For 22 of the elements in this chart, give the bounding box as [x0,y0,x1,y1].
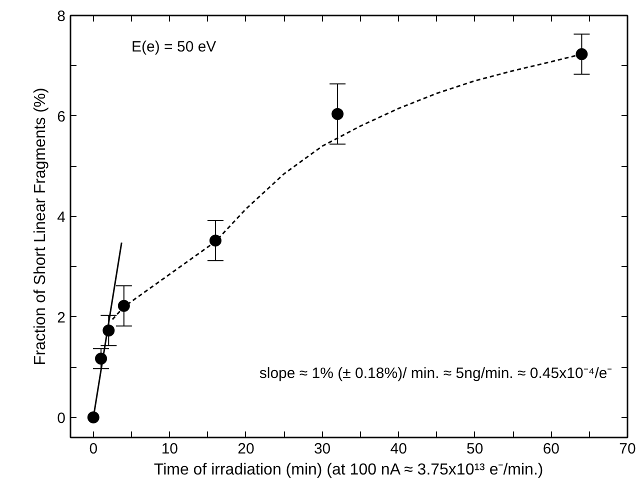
y-tick-label: 8 [57,8,66,25]
x-tick-label: 50 [466,440,484,458]
point [332,108,344,120]
x-tick-label: 30 [314,440,331,458]
x-tick-label: 40 [390,440,407,458]
point [209,234,222,247]
x-tick-label: 10 [161,440,178,458]
x-tick-label: 70 [619,440,636,458]
x-tick-label: 20 [238,440,254,458]
x-tick-label: 60 [542,440,560,458]
y-tick-label: 0 [57,410,66,427]
point [576,48,588,60]
y-axis-title: Fraction of Short Linear Fragments (%) [32,88,50,366]
y-tick-label: 2 [57,309,66,326]
point [118,300,130,312]
annotation: E(e) = 50 eV [132,38,216,56]
point [87,411,100,424]
x-axis-title: Time of irradiation (min) (at 100 nA ≈ 3.75x10¹³ e⁻/min.) [154,462,544,478]
y-tick-label: 6 [57,108,66,126]
annotation: slope ≈ 1% (± 0.18%)/ min. ≈ 5ng/min. ≈ 0.45x10⁻⁴/e⁻ [259,365,612,382]
x-tick-label: 0 [89,440,98,458]
y-tick-label: 4 [57,208,66,226]
